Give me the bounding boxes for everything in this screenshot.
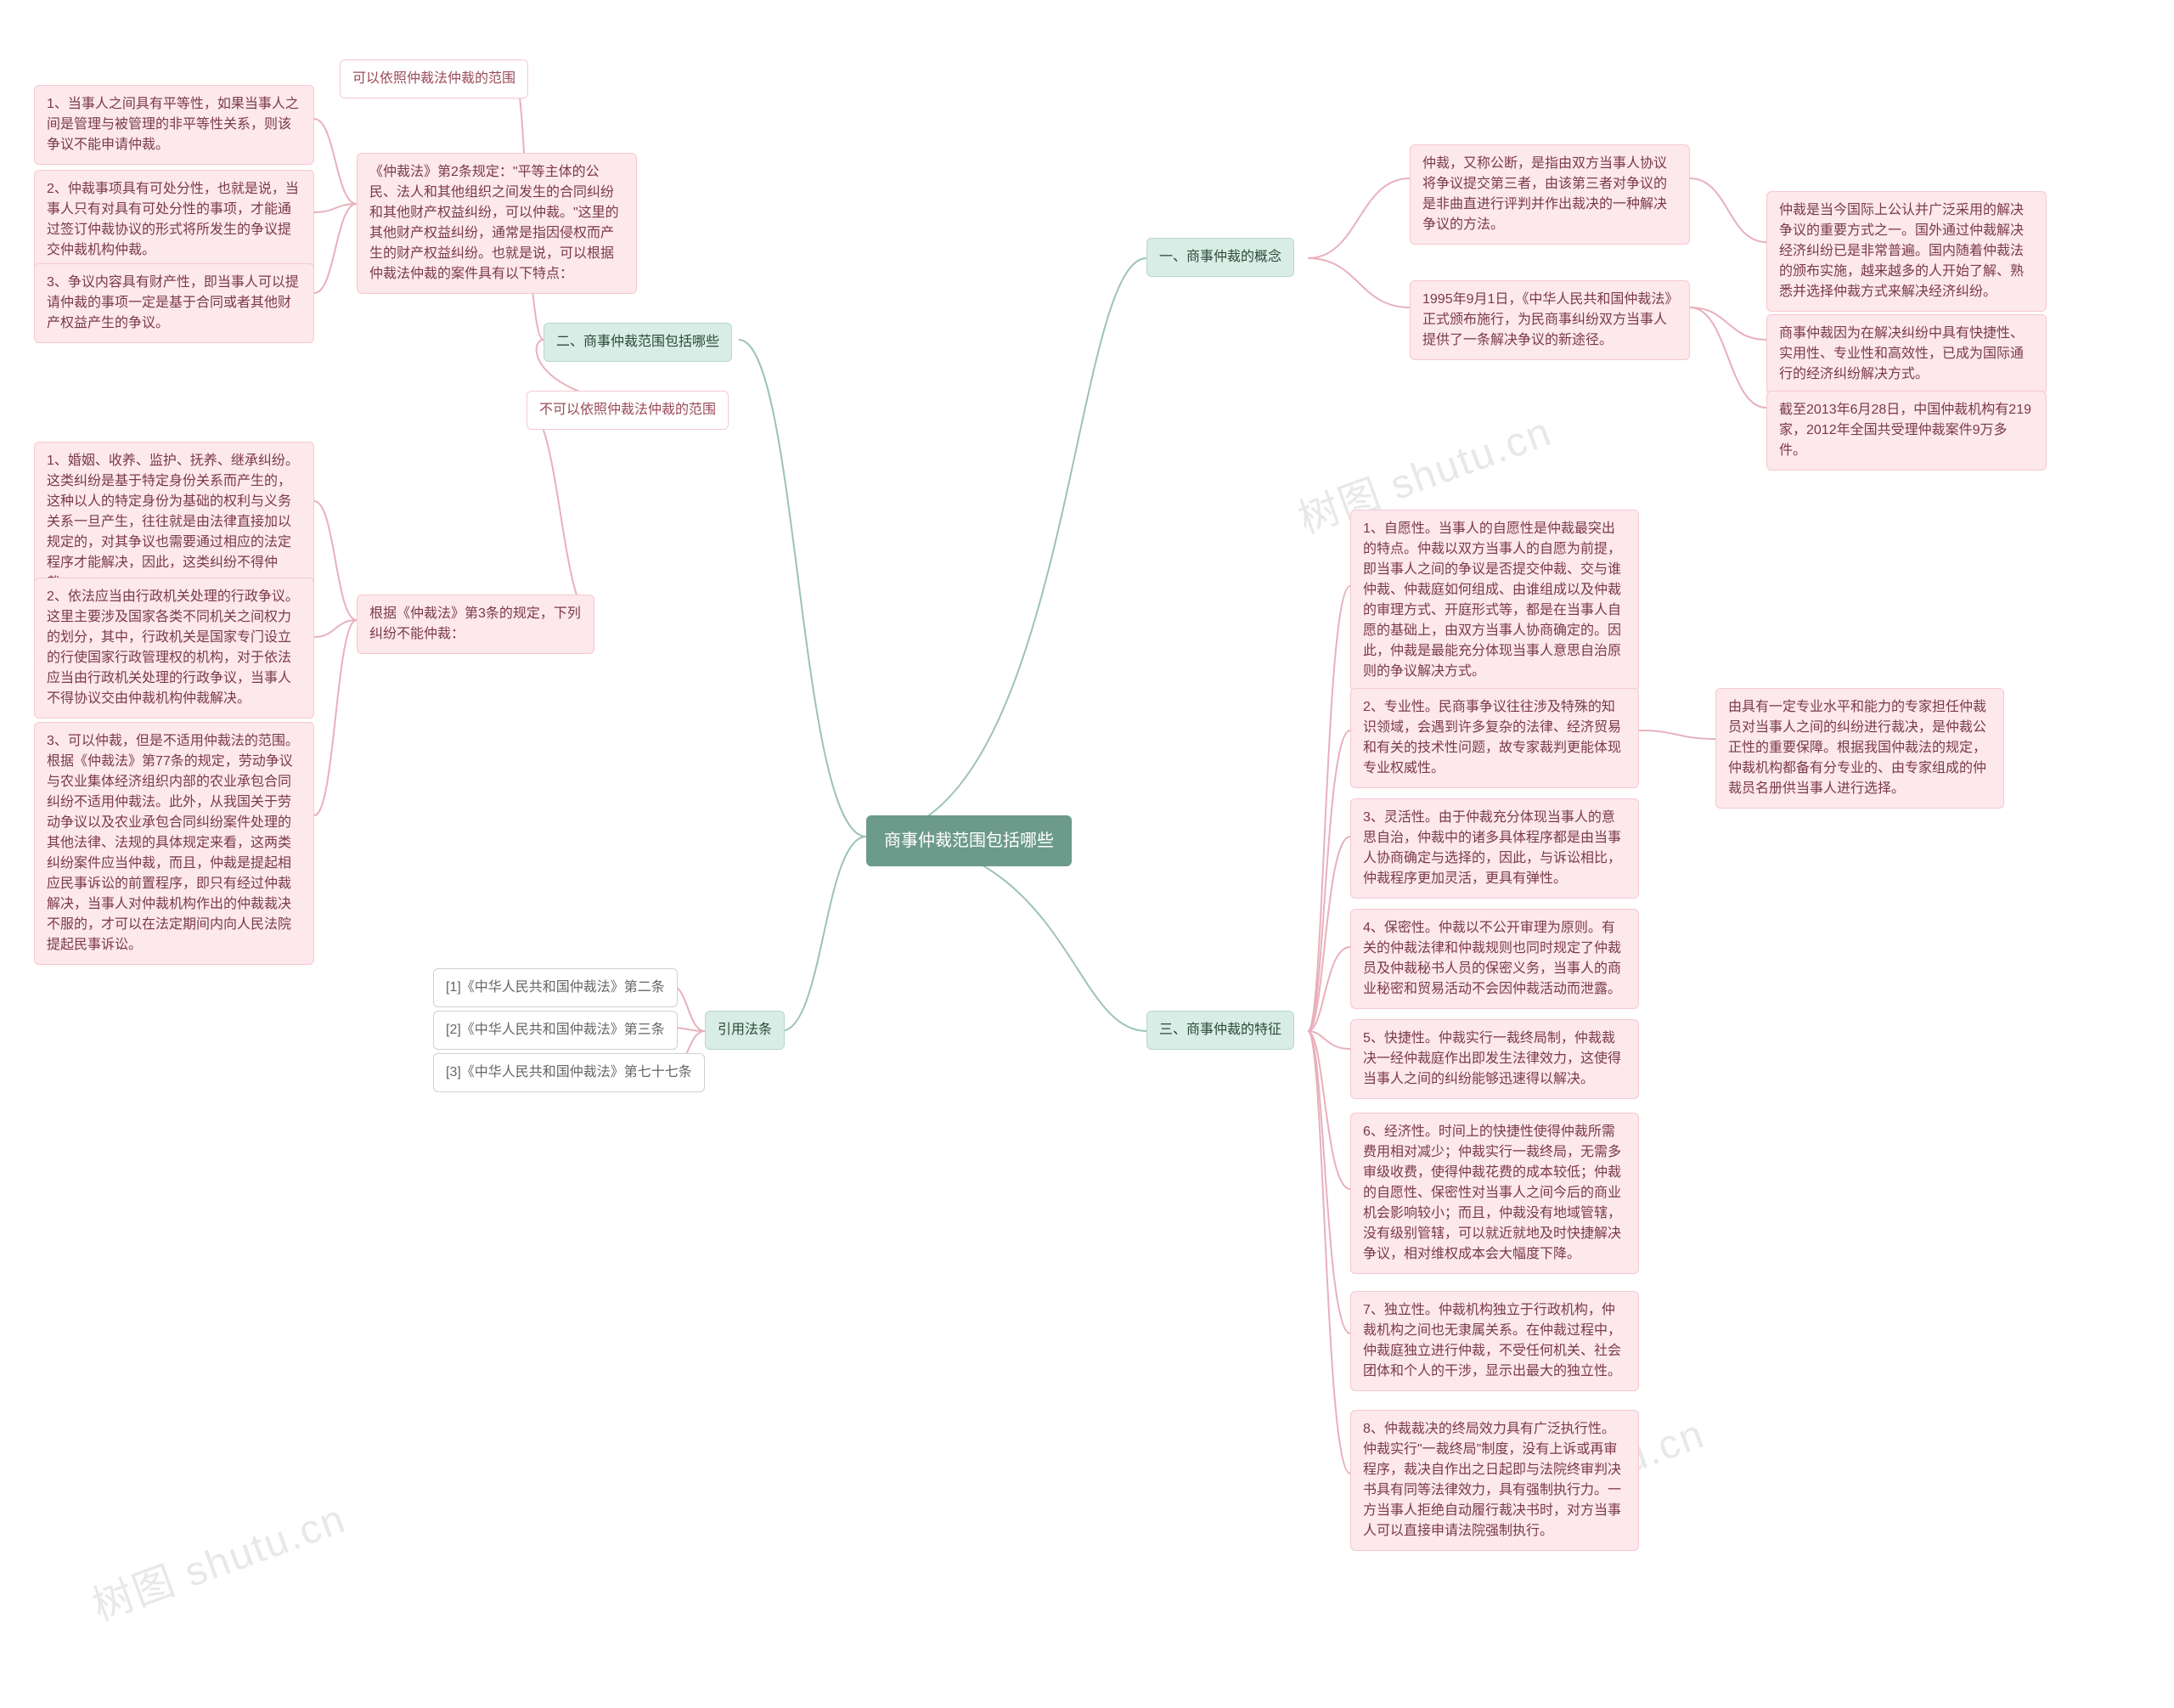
branch-citations[interactable]: 引用法条 [705, 1011, 785, 1050]
sub-cannot-arbitrate[interactable]: 不可以依照仲裁法仲裁的范围 [527, 391, 729, 430]
branch-scope[interactable]: 二、商事仲裁范围包括哪些 [544, 323, 732, 362]
leaf: 7、独立性。仲裁机构独立于行政机构，仲裁机构之间也无隶属关系。在仲裁过程中，仲裁… [1350, 1291, 1639, 1391]
branch-label: 一、商事仲裁的概念 [1159, 250, 1281, 264]
branch-concept[interactable]: 一、商事仲裁的概念 [1146, 238, 1294, 277]
leaf: 截至2013年6月28日，中国仲裁机构有219家，2012年全国共受理仲裁案件9… [1766, 391, 2047, 471]
leaf: 由具有一定专业水平和能力的专家担任仲裁员对当事人之间的纠纷进行裁决，是仲裁公正性… [1715, 688, 2004, 809]
leaf: 5、快捷性。仲裁实行一裁终局制，仲裁裁决一经仲裁庭作出即发生法律效力，这使得当事… [1350, 1019, 1639, 1099]
leaf: 3、可以仲裁，但是不适用仲裁法的范围。根据《仲裁法》第77条的规定，劳动争议与农… [34, 722, 314, 965]
leaf: 1、自愿性。当事人的自愿性是仲裁最突出的特点。仲裁以双方当事人的自愿为前提，即当… [1350, 510, 1639, 691]
leaf: 2、依法应当由行政机关处理的行政争议。这里主要涉及国家各类不同机关之间权力的划分… [34, 578, 314, 719]
leaf: 6、经济性。时间上的快捷性使得仲裁所需费用相对减少；仲裁实行一裁终局，无需多审级… [1350, 1113, 1639, 1274]
branch-features[interactable]: 三、商事仲裁的特征 [1146, 1011, 1294, 1050]
leaf: 商事仲裁因为在解决纠纷中具有快捷性、实用性、专业性和高效性，已成为国际通行的经济… [1766, 314, 2047, 394]
leaf: 根据《仲裁法》第3条的规定，下列纠纷不能仲裁： [357, 595, 594, 654]
branch-label: 三、商事仲裁的特征 [1159, 1023, 1281, 1037]
sub-can-arbitrate[interactable]: 可以依照仲裁法仲裁的范围 [340, 59, 528, 99]
leaf: 2、专业性。民商事争议往往涉及特殊的知识领域，会遇到许多复杂的法律、经济贸易和有… [1350, 688, 1639, 788]
branch-label: 引用法条 [718, 1023, 772, 1037]
leaf: 《仲裁法》第2条规定："平等主体的公民、法人和其他组织之间发生的合同纠纷和其他财… [357, 153, 637, 294]
leaf: 1、当事人之间具有平等性，如果当事人之间是管理与被管理的非平等性关系，则该争议不… [34, 85, 314, 165]
leaf: 4、保密性。仲裁以不公开审理为原则。有关的仲裁法律和仲裁规则也同时规定了仲裁员及… [1350, 909, 1639, 1009]
leaf: 3、灵活性。由于仲裁充分体现当事人的意思自治，仲裁中的诸多具体程序都是由当事人协… [1350, 798, 1639, 899]
root-label: 商事仲裁范围包括哪些 [884, 831, 1054, 850]
leaf: 1995年9月1日，《中华人民共和国仲裁法》正式颁布施行，为民商事纠纷双方当事人… [1410, 280, 1690, 360]
citation-item: [2]《中华人民共和国仲裁法》第三条 [433, 1011, 678, 1050]
citation-item: [3]《中华人民共和国仲裁法》第七十七条 [433, 1053, 705, 1092]
branch-label: 二、商事仲裁范围包括哪些 [556, 335, 719, 349]
leaf: 8、仲裁裁决的终局效力具有广泛执行性。仲裁实行"一裁终局"制度，没有上诉或再审程… [1350, 1410, 1639, 1551]
leaf: 3、争议内容具有财产性，即当事人可以提请仲裁的事项一定是基于合同或者其他财产权益… [34, 263, 314, 343]
root-node[interactable]: 商事仲裁范围包括哪些 [866, 815, 1072, 866]
leaf: 仲裁，又称公断，是指由双方当事人协议将争议提交第三者，由该第三者对争议的是非曲直… [1410, 144, 1690, 245]
leaf: 仲裁是当今国际上公认并广泛采用的解决争议的重要方式之一。国外通过仲裁解决经济纠纷… [1766, 191, 2047, 312]
leaf: 2、仲裁事项具有可处分性，也就是说，当事人只有对具有可处分性的事项，才能通过签订… [34, 170, 314, 270]
citation-item: [1]《中华人民共和国仲裁法》第二条 [433, 968, 678, 1007]
watermark: 树图 shutu.cn [82, 1485, 352, 1632]
